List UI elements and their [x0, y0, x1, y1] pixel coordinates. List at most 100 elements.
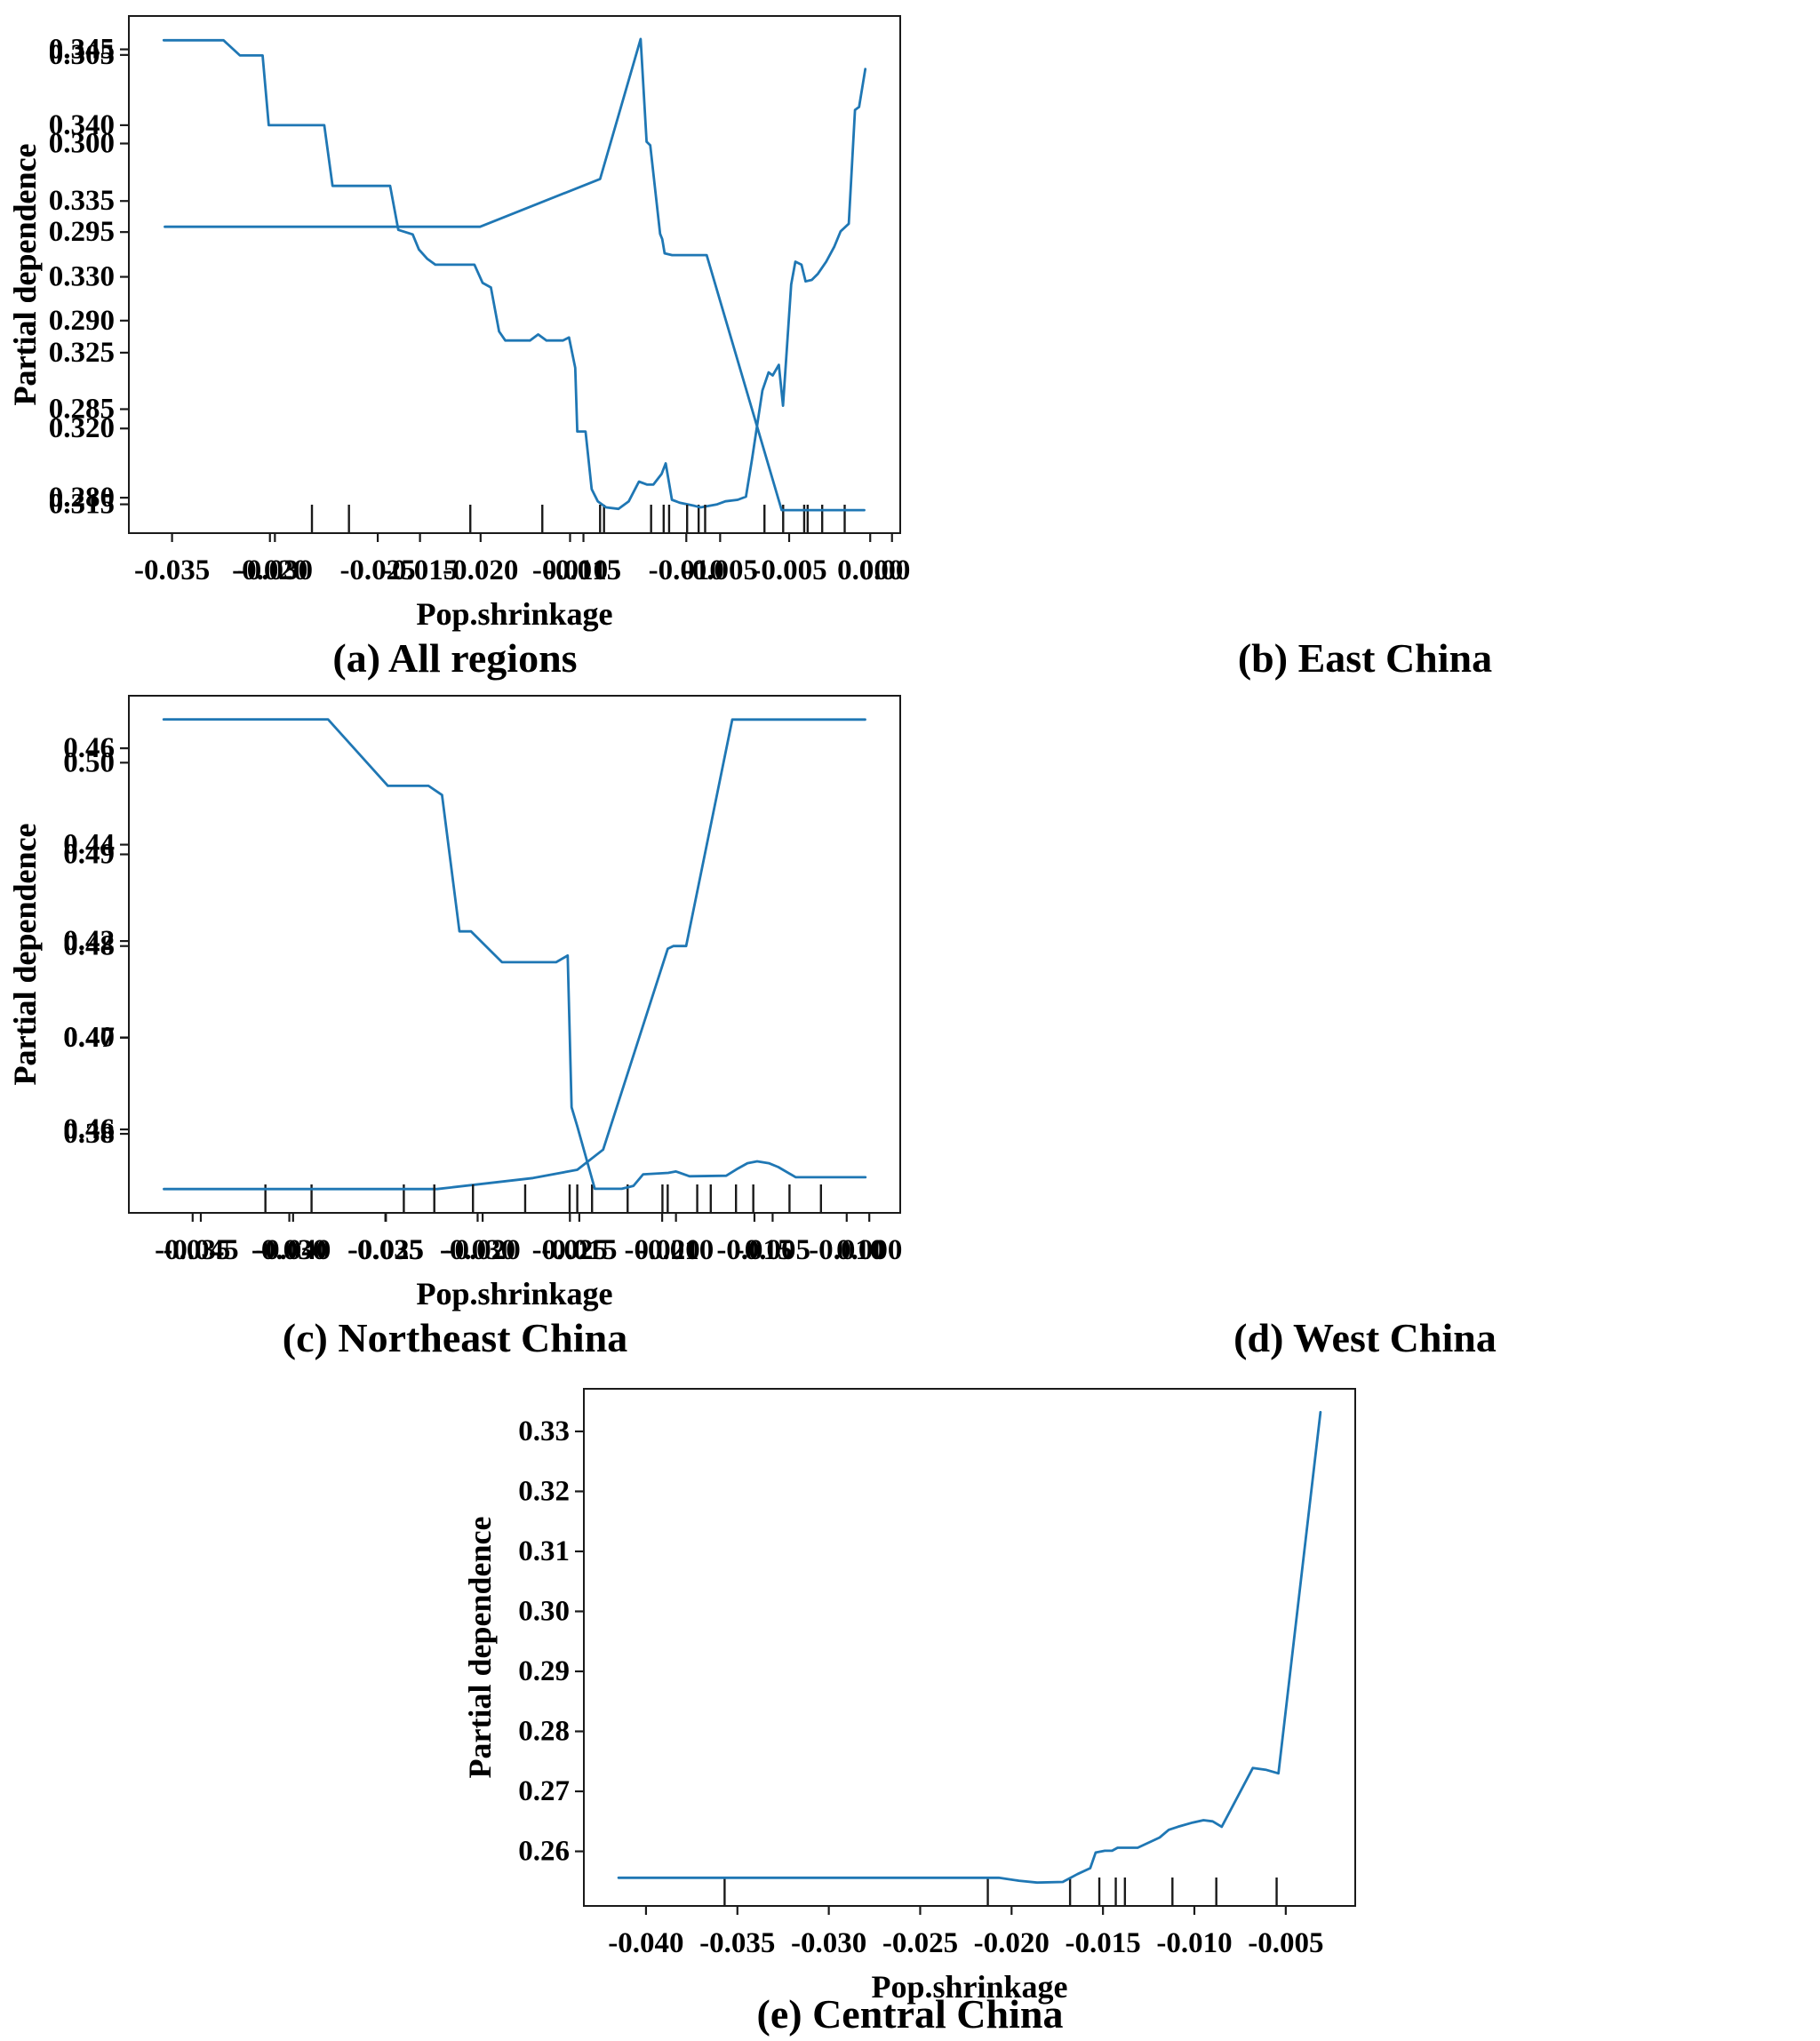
x-axis-label: Pop.shrinkage [871, 1969, 1067, 2005]
x-tick-label: 0.000 [836, 1234, 902, 1266]
chart-caption-west-china: (d) West China [1233, 1315, 1497, 1360]
y-tick-label: 0.295 [49, 216, 115, 248]
y-tick-label: 0.31 [518, 1535, 570, 1567]
x-tick-label: 0.000 [859, 554, 910, 586]
y-tick-label: 0.42 [63, 925, 115, 957]
y-tick-label: 0.300 [49, 128, 115, 160]
x-tick-label: -0.005 [735, 1234, 810, 1266]
y-tick-label: 0.305 [49, 39, 115, 71]
y-axis: 0.46 0.47 0.48 0.49 0.50 [63, 746, 129, 1145]
x-tick-label: -0.030 [440, 1234, 515, 1266]
chart-caption-east-china: (b) East China [1237, 635, 1493, 681]
x-tick-label: -0.010 [649, 554, 724, 586]
pdp-line [164, 37, 866, 512]
chart-caption-northeast-china: (c) Northeast China [282, 1315, 628, 1360]
y-tick-label: 0.46 [63, 732, 115, 764]
y-tick-label: 0.27 [518, 1775, 570, 1807]
y-axis: 0.26 0.27 0.28 0.29 0.30 0.31 0.32 0.33 [518, 1415, 584, 1868]
x-tick-label: -0.035 [347, 1234, 423, 1266]
x-tick-label: -0.010 [532, 554, 608, 586]
y-axis: 0.38 0.40 0.42 0.44 0.46 [63, 732, 129, 1150]
x-tick-label: -0.040 [255, 1234, 331, 1266]
pdp-line [162, 718, 867, 1191]
x-axis: -0.035 -0.030 -0.025 -0.020 -0.015 -0.010 -0.0… [155, 1213, 902, 1266]
x-tick-label: -0.015 [716, 1234, 792, 1266]
x-tick-label: -0.030 [251, 1234, 327, 1266]
x-tick-label: -0.005 [1248, 1927, 1323, 1959]
y-tick-label: 0.48 [63, 930, 115, 962]
y-tick-label: 0.38 [63, 1118, 115, 1150]
y-axis-label: Partial dependence [7, 824, 43, 1086]
chart-panel-all-regions: -0.035 -0.030 -0.025 -0.020 -0.015 -0.010 -0.0… [0, 0, 910, 633]
x-tick-label: -0.025 [882, 1927, 958, 1959]
x-tick-label: -0.040 [608, 1927, 683, 1959]
x-tick-label: -0.015 [382, 554, 458, 586]
y-axis-label: Partial dependence [7, 144, 43, 406]
y-axis: 0.315 0.320 0.325 0.330 0.335 0.340 0.345 [49, 34, 129, 521]
chart-canvas-all-regions: -0.035 -0.030 -0.025 -0.020 -0.015 -0.010 -0.0… [7, 15, 910, 632]
x-tick-label: -0.015 [541, 1234, 617, 1266]
x-tick-label: -0.005 [751, 554, 826, 586]
x-tick-label: -0.010 [1156, 1927, 1232, 1959]
y-tick-label: 0.49 [63, 839, 115, 871]
x-tick-label: -0.020 [443, 554, 518, 586]
x-tick-label: -0.020 [624, 1234, 699, 1266]
x-tick-label: -0.035 [134, 554, 210, 586]
pdp-line [162, 38, 867, 511]
y-tick-label: 0.26 [518, 1836, 570, 1868]
y-tick-label: 0.285 [49, 393, 115, 425]
x-tick-label: -0.025 [348, 1234, 424, 1266]
chart-panel-east-china: -0.020 -0.015 -0.010 -0.005 0.000 0.280 0.285 0… [0, 0, 910, 633]
y-tick-label: 0.325 [49, 337, 115, 369]
rug-marks [433, 1184, 823, 1213]
y-axis-label: Partial dependence [7, 144, 43, 406]
y-axis-label: Partial dependence [462, 1517, 498, 1779]
y-tick-label: 0.345 [49, 34, 115, 66]
y-tick-label: 0.32 [518, 1475, 570, 1507]
x-axis-label: Pop.shrinkage [416, 1276, 612, 1312]
x-axis: -0.045 -0.040 -0.035 -0.030 -0.025 -0.020 -0.0… [163, 1213, 884, 1266]
x-tick-label: 0.000 [837, 554, 903, 586]
x-tick-label: -0.015 [546, 554, 621, 586]
y-tick-label: 0.28 [518, 1716, 570, 1748]
chart-canvas-west-china: -0.035 -0.030 -0.025 -0.020 -0.015 -0.010 -0.0… [7, 695, 902, 1312]
x-tick-label: -0.020 [444, 1234, 520, 1266]
x-tick-label: -0.010 [809, 1234, 884, 1266]
x-tick-label: -0.035 [155, 1234, 230, 1266]
y-tick-label: 0.50 [63, 746, 115, 778]
x-axis-label: Pop.shrinkage [416, 1276, 612, 1312]
chart-canvas-east-china: -0.020 -0.015 -0.010 -0.005 0.0000.2800.2850… [7, 15, 903, 632]
plot-frame [128, 695, 901, 1214]
x-tick-label: -0.030 [791, 1927, 866, 1959]
y-tick-label: 0.33 [518, 1415, 570, 1447]
y-tick-label: 0.280 [49, 482, 115, 514]
pdp-line [617, 1410, 1322, 1885]
x-tick-label: -0.035 [699, 1927, 775, 1959]
y-tick-label: 0.290 [49, 305, 115, 337]
x-tick-label: -0.025 [532, 1234, 608, 1266]
rug-marks [310, 505, 824, 533]
y-tick-label: 0.30 [518, 1595, 570, 1627]
chart-caption-central-china: (e) Central China [756, 1991, 1064, 2037]
x-tick-label: -0.030 [237, 554, 313, 586]
plot-frame [128, 15, 901, 534]
y-axis-label: Partial dependence [7, 824, 43, 1086]
chart-canvas-northeast-china: -0.045 -0.040 -0.035 -0.030 -0.025 -0.020 -0.0… [7, 695, 901, 1312]
x-tick-label: -0.005 [682, 554, 758, 586]
y-axis: 0.280 0.285 0.290 0.295 0.300 0.305 [49, 39, 129, 514]
y-tick-label: 0.40 [63, 1022, 115, 1054]
chart-caption-all-regions: (a) All regions [332, 635, 578, 681]
x-tick-label: -0.010 [638, 1234, 714, 1266]
x-axis: -0.020 -0.015 -0.010 -0.005 0.000 [232, 533, 903, 586]
y-tick-label: 0.340 [49, 109, 115, 141]
chart-canvas-central-china: -0.040 -0.035 -0.030 -0.025 -0.020 -0.015 -0.0… [462, 1388, 1356, 2005]
x-axis: -0.040 -0.035 -0.030 -0.025 -0.020 -0.015 -0.0… [608, 1906, 1323, 1959]
x-axis: -0.035 -0.030 -0.025 -0.020 -0.015 -0.010 -0.0… [134, 533, 910, 586]
y-tick-label: 0.47 [63, 1022, 115, 1054]
y-tick-label: 0.320 [49, 412, 115, 444]
y-tick-label: 0.335 [49, 185, 115, 217]
rug-marks [723, 1878, 1278, 1906]
chart-panel-west-china: -0.035 -0.030 -0.025 -0.020 -0.015 -0.010 -0.0… [0, 680, 910, 1312]
x-axis-label: Pop.shrinkage [416, 596, 612, 632]
y-tick-label: 0.46 [63, 1113, 115, 1145]
